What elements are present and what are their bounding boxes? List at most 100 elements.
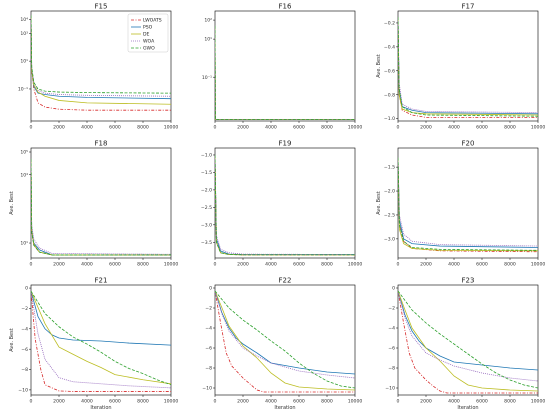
y-tick-label: 10⁻¹ xyxy=(18,87,28,93)
series-line-gwo xyxy=(215,25,355,120)
subplot-title: F17 xyxy=(462,3,475,11)
y-tick-label: −1.5 xyxy=(384,165,395,171)
series-line-woa xyxy=(31,15,171,97)
legend-label-woa: WOA xyxy=(143,39,155,45)
y-tick-label: −2.5 xyxy=(201,205,212,211)
y-tick-label: 10⁴ xyxy=(20,17,28,23)
x-tick-label: 2000 xyxy=(53,262,65,268)
series-line-de xyxy=(398,290,538,392)
x-tick-label: 6000 xyxy=(293,262,305,268)
x-tick-label: 0 xyxy=(30,262,33,268)
x-tick-label: 0 xyxy=(214,399,217,405)
x-tick-label: 6000 xyxy=(109,125,121,131)
legend-label-de: DE xyxy=(143,32,150,38)
x-tick-label: 6000 xyxy=(293,399,305,405)
y-tick-label: −3.0 xyxy=(384,236,395,242)
series-line-gwo xyxy=(215,154,355,256)
x-tick-label: 10000 xyxy=(164,399,179,405)
x-tick-label: 10000 xyxy=(531,262,546,268)
y-tick-label: 10⁴ xyxy=(20,172,28,178)
x-tick-label: 0 xyxy=(30,125,33,131)
x-tick-label: 6000 xyxy=(476,399,488,405)
y-tick-label: −10 xyxy=(202,386,212,392)
subplot-title: F20 xyxy=(462,140,475,148)
subplot-title: F19 xyxy=(279,140,292,148)
y-tick-label: 0 xyxy=(25,286,28,292)
x-tick-label: 6000 xyxy=(109,399,121,405)
x-axis-label: Iteration xyxy=(90,405,111,411)
plot-frame xyxy=(214,284,356,396)
x-tick-label: 6000 xyxy=(109,262,121,268)
series-group xyxy=(215,154,355,256)
y-tick-label: −4 xyxy=(388,326,395,332)
series-line-woa xyxy=(215,154,355,255)
subplot-f15: F15 0 2000 4000 6000 8000 10000 10⁻¹ 10¹ 10³ 10⁴ LW… xyxy=(18,3,179,131)
plot-frame xyxy=(397,10,539,122)
x-tick-label: 4000 xyxy=(265,262,277,268)
subplot-title: F21 xyxy=(95,277,108,285)
series-line-woa xyxy=(31,291,171,389)
x-tick-label: 8000 xyxy=(504,399,516,405)
series-line-lwoats xyxy=(215,290,355,393)
y-tick-label: −8 xyxy=(205,366,212,372)
x-tick-label: 4000 xyxy=(448,262,460,268)
series-line-lwoats xyxy=(31,291,171,392)
x-tick-label: 4000 xyxy=(81,262,93,268)
y-tick-label: −6 xyxy=(21,347,28,353)
series-line-woa xyxy=(31,158,171,255)
y-tick-label: −2.0 xyxy=(201,188,212,194)
y-axis-label: Ave. Best xyxy=(9,328,15,351)
x-tick-label: 4000 xyxy=(265,399,277,405)
x-tick-label: 8000 xyxy=(504,125,516,131)
subplot-title: F23 xyxy=(462,277,475,285)
y-tick-label: −3.0 xyxy=(201,222,212,228)
series-group xyxy=(31,290,171,392)
subplot-f21: F21 0 2000 4000 6000 8000 10000 −10 −8 −6 −4 −2 0 Ite… xyxy=(9,277,178,412)
y-tick-label: −2 xyxy=(388,306,395,312)
x-tick-label: 8000 xyxy=(137,262,149,268)
subplot-f18: F18 0 2000 4000 6000 8000 10000 10¹ 10⁴ 10⁵ Ave. B… xyxy=(9,140,178,268)
subplot-f23: F23 0 2000 4000 6000 8000 10000 −10 −8 −6 −4 −2 0 Ite… xyxy=(385,277,545,412)
y-tick-label: −2.5 xyxy=(384,213,395,219)
series-line-pso xyxy=(398,290,538,371)
x-axis-label: Iteration xyxy=(274,405,295,411)
subplot-f19: F19 0 2000 4000 6000 8000 10000 −3.5 −3.0 −2.5 −2.… xyxy=(201,140,363,268)
y-tick-label: −1.0 xyxy=(384,116,395,122)
x-tick-label: 4000 xyxy=(448,399,460,405)
y-tick-label: 10⁵ xyxy=(20,150,28,156)
y-tick-label: −8 xyxy=(21,367,28,373)
legend-box xyxy=(127,13,169,53)
x-tick-label: 2000 xyxy=(237,399,249,405)
y-tick-label: −4 xyxy=(205,326,212,332)
y-tick-label: 0 xyxy=(392,286,395,292)
x-tick-label: 10000 xyxy=(348,399,363,405)
y-tick-label: 10⁻¹ xyxy=(202,75,212,81)
subplot-title: F16 xyxy=(279,3,292,11)
x-tick-label: 6000 xyxy=(476,125,488,131)
subplot-title: F22 xyxy=(279,277,292,285)
series-line-de xyxy=(31,15,171,105)
x-tick-label: 2000 xyxy=(420,262,432,268)
x-tick-label: 0 xyxy=(397,399,400,405)
y-tick-label: −4 xyxy=(21,326,28,332)
series-line-de xyxy=(215,290,355,391)
subplot-f16: F16 0 2000 4000 6000 8000 10000 10⁻¹ 10¹ 10² xyxy=(202,3,363,131)
y-axis-label: Ave. Best xyxy=(9,191,15,214)
y-tick-label: −10 xyxy=(18,388,28,394)
subplot-f22: F22 0 2000 4000 6000 8000 10000 −10 −8 −6 −4 −2 0 Ite… xyxy=(202,277,362,412)
y-tick-label: −10 xyxy=(385,386,395,392)
series-line-gwo xyxy=(398,16,538,117)
x-tick-label: 0 xyxy=(397,262,400,268)
x-tick-label: 8000 xyxy=(137,399,149,405)
plot-frame xyxy=(397,284,539,396)
x-tick-label: 2000 xyxy=(237,125,249,131)
x-tick-label: 4000 xyxy=(448,125,460,131)
x-tick-label: 6000 xyxy=(293,125,305,131)
series-line-pso xyxy=(31,291,171,346)
x-axis-label: Iteration xyxy=(457,405,478,411)
y-tick-label: −1.0 xyxy=(201,153,212,159)
y-tick-label: −0.4 xyxy=(384,44,395,50)
series-group xyxy=(398,157,538,253)
y-tick-label: −1.5 xyxy=(201,170,212,176)
series-group xyxy=(215,25,355,120)
